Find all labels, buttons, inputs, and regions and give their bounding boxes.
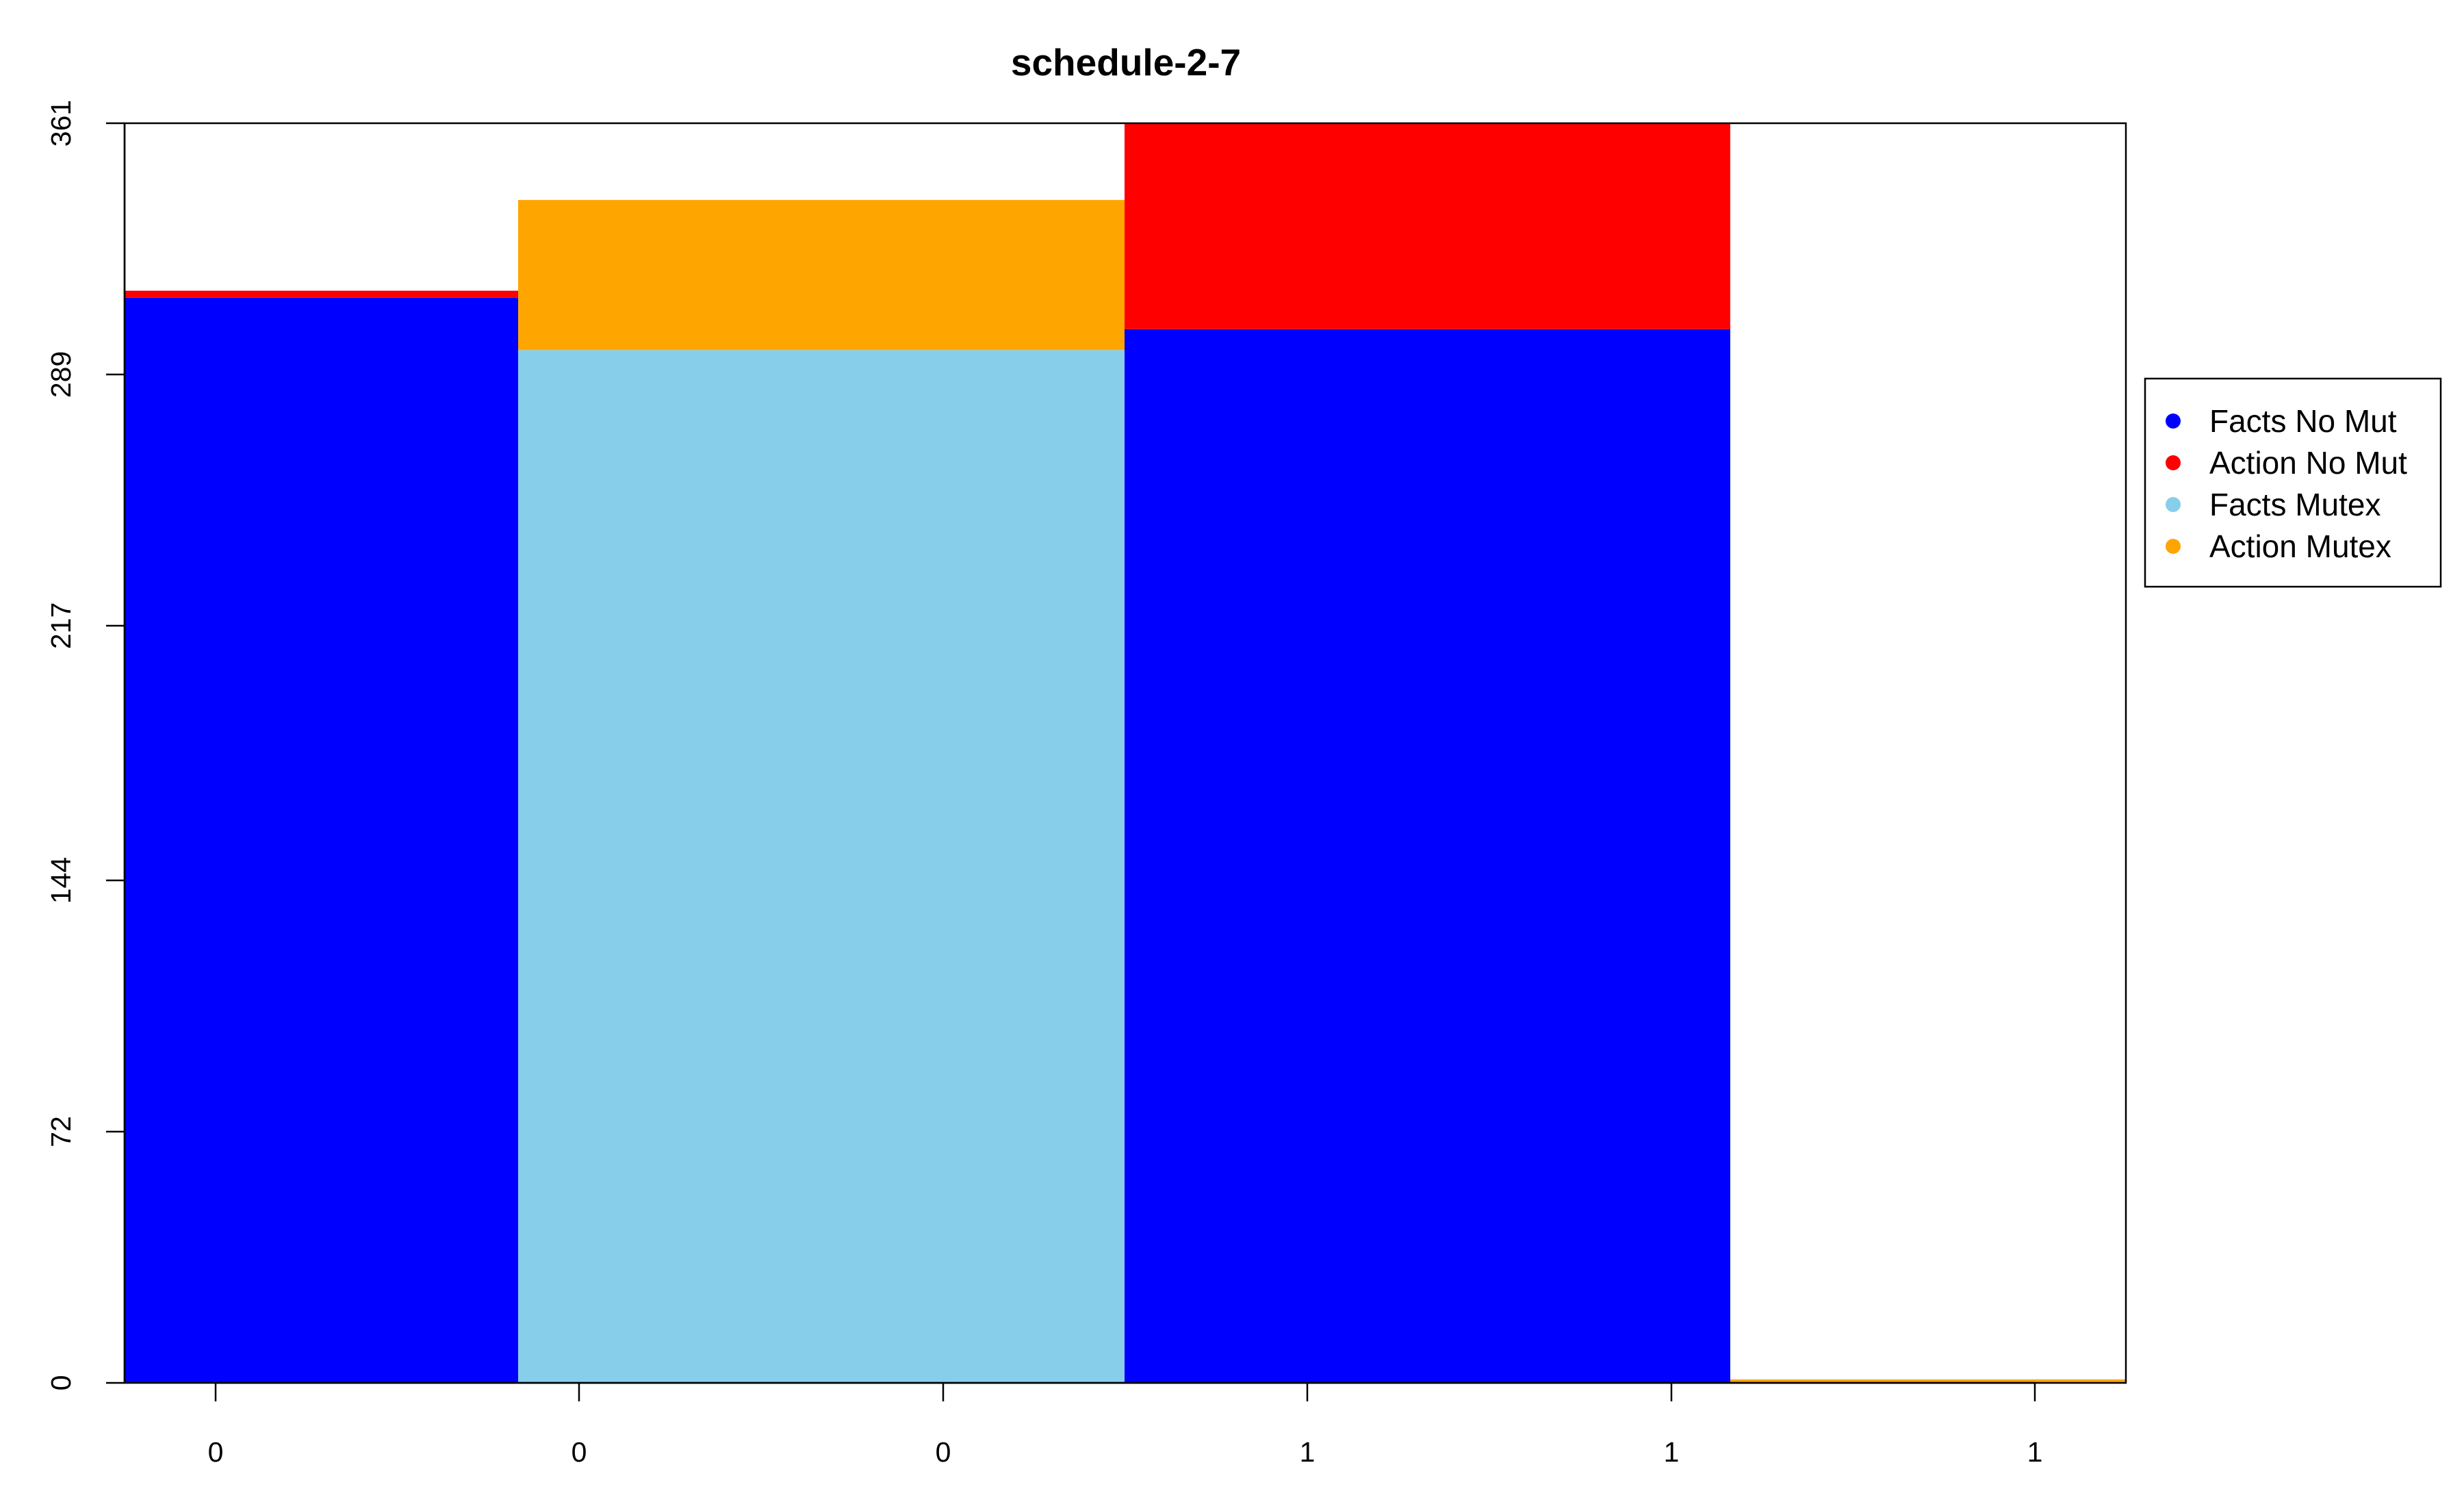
legend: Facts No Mut Action No Mut Facts Mutex Acti…	[2144, 377, 2442, 588]
x-tick-label: 1	[1664, 1436, 1680, 1468]
bar-2-segment-1	[1125, 123, 1730, 329]
bar-0-segment-0	[125, 297, 518, 1383]
legend-label: Action No Mut	[2209, 445, 2407, 481]
legend-label: Facts No Mut	[2209, 403, 2397, 439]
x-tick-label: 1	[1300, 1436, 1316, 1468]
y-tick-label: 144	[45, 857, 77, 904]
y-tick-label: 0	[45, 1375, 77, 1391]
bar-1-segment-0	[518, 350, 1125, 1383]
bar-2-segment-0	[1125, 329, 1730, 1383]
x-axis: 0 0 0 1 1 1	[208, 1382, 2043, 1468]
x-tick-label: 0	[572, 1436, 587, 1468]
legend-label: Action Mutex	[2209, 529, 2391, 564]
legend-swatch	[2166, 455, 2181, 470]
chart-title: schedule-2-7	[1011, 41, 1241, 84]
x-tick-label: 1	[2027, 1436, 2043, 1468]
legend-swatch	[2166, 539, 2181, 554]
bar-0-segment-1	[125, 290, 518, 298]
legend-swatch	[2166, 413, 2181, 429]
bar-3-segment-1	[1730, 1379, 2126, 1383]
y-tick-label: 72	[45, 1116, 77, 1147]
bar-1-segment-1	[518, 200, 1125, 351]
y-tick-label: 361	[45, 100, 77, 147]
legend-swatch	[2166, 497, 2181, 512]
y-tick-label: 217	[45, 602, 77, 649]
legend-label: Facts Mutex	[2209, 487, 2381, 522]
y-tick-label: 289	[45, 351, 77, 398]
x-tick-label: 0	[936, 1436, 951, 1468]
y-axis: 0 72 144 217 289 361	[45, 100, 126, 1391]
x-tick-label: 0	[208, 1436, 224, 1468]
legend-box	[2144, 377, 2442, 588]
bars-group	[125, 123, 2126, 1383]
